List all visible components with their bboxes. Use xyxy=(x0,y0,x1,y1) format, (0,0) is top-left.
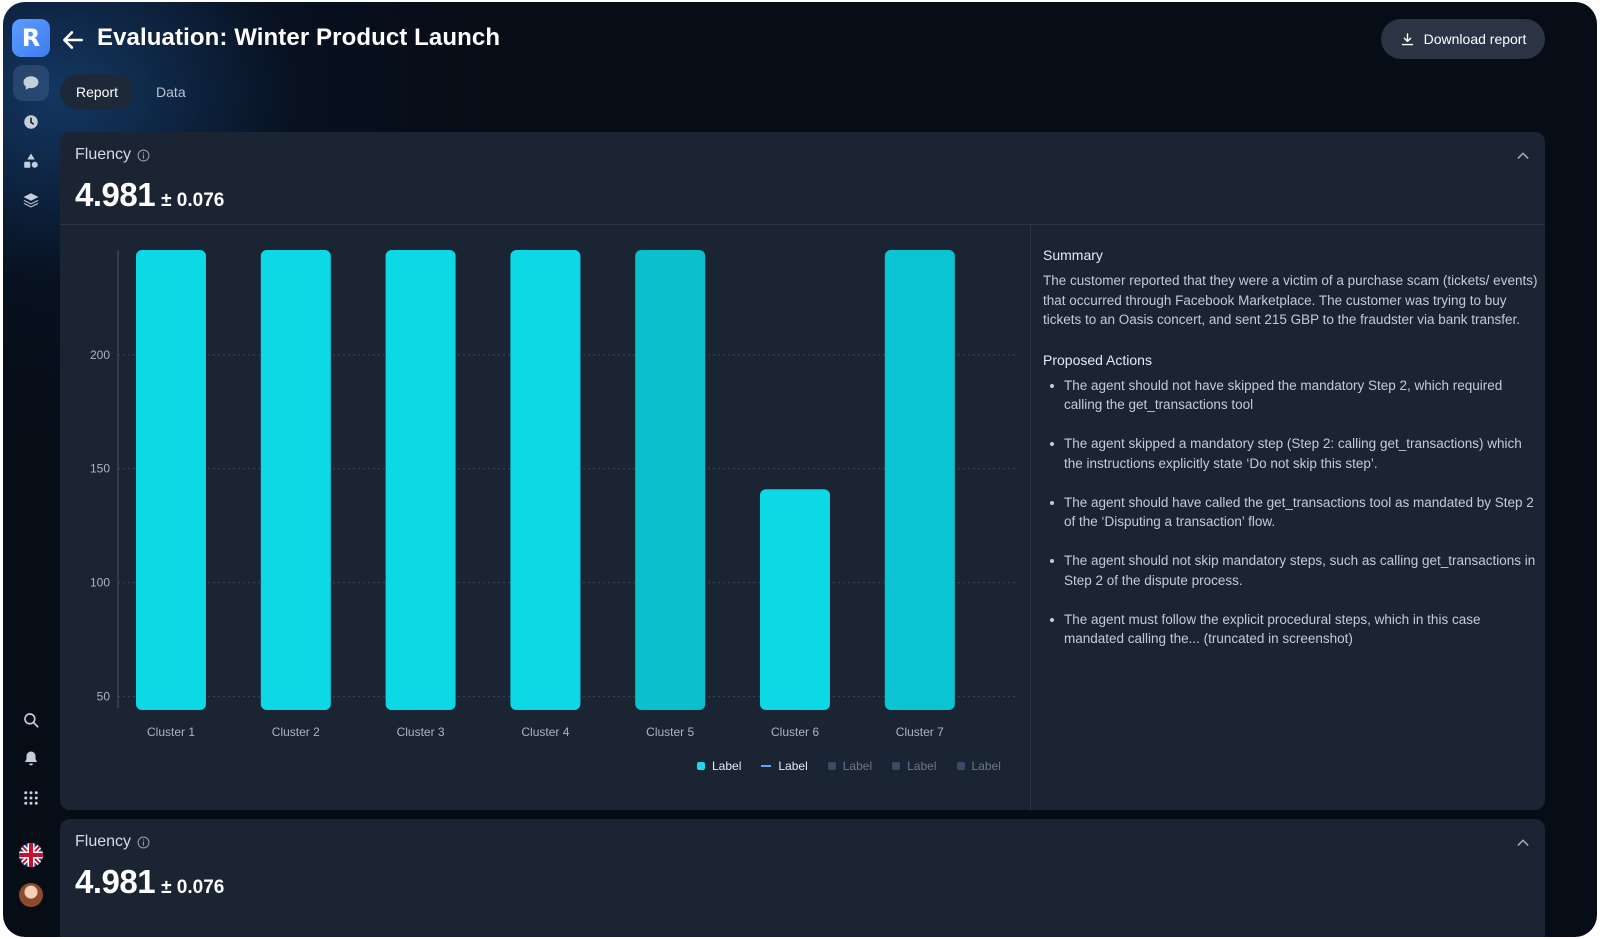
tab-bar: Report Data xyxy=(60,74,202,110)
chat-icon[interactable] xyxy=(13,65,49,101)
bar-cluster-7[interactable] xyxy=(884,250,955,710)
app-window: R xyxy=(3,2,1597,937)
legend-swatch xyxy=(956,762,965,770)
avatar[interactable] xyxy=(19,883,43,907)
shapes-icon[interactable] xyxy=(13,143,49,179)
legend-label: Label xyxy=(712,759,742,773)
info-icon[interactable] xyxy=(137,149,150,162)
legend-item[interactable]: Label xyxy=(697,759,741,773)
page-title: Evaluation: Winter Product Launch xyxy=(97,24,501,51)
uk-flag-icon[interactable] xyxy=(19,843,43,867)
back-arrow-icon[interactable] xyxy=(60,27,86,53)
legend-item[interactable]: Label xyxy=(761,759,808,773)
y-tick-label: 200 xyxy=(90,348,110,362)
metric-name: Fluency xyxy=(75,833,132,850)
legend-label: Label xyxy=(907,759,937,773)
legend-label: Label xyxy=(778,759,808,773)
collapse-chevron-icon[interactable] xyxy=(1515,148,1531,164)
summary-title: Summary xyxy=(1043,247,1103,263)
metric-deviation: ± 0.076 xyxy=(161,190,225,211)
legend-swatch xyxy=(892,762,901,770)
summary-panel: Summary The customer reported that they … xyxy=(1043,247,1538,668)
metric-value: 4.981 xyxy=(75,863,156,900)
legend-label: Label xyxy=(842,759,873,773)
download-icon xyxy=(1401,32,1413,45)
y-tick-label: 100 xyxy=(90,576,110,590)
layers-icon[interactable] xyxy=(13,182,49,218)
tab-data[interactable]: Data xyxy=(156,84,186,100)
metric-card-header[interactable]: Fluency 4.981 ± 0.076 xyxy=(60,819,1545,912)
list-item: The agent should not skip mandatory step… xyxy=(1043,551,1538,590)
bar-cluster-1[interactable] xyxy=(136,250,206,710)
tab-report[interactable]: Report xyxy=(60,74,135,110)
download-report-button[interactable]: Download report xyxy=(1381,19,1545,59)
collapse-chevron-icon[interactable] xyxy=(1515,835,1531,851)
sidebar: R xyxy=(3,2,61,937)
history-icon[interactable] xyxy=(13,104,49,140)
info-icon[interactable] xyxy=(137,836,150,849)
bell-icon[interactable] xyxy=(13,741,49,777)
legend-item[interactable]: Label xyxy=(892,759,937,773)
bar-cluster-3[interactable] xyxy=(385,250,456,710)
chart-legend: Label Label Label Label Label xyxy=(697,759,1001,773)
x-tick-label: Cluster 5 xyxy=(646,725,694,739)
list-item: The agent skipped a mandatory step (Step… xyxy=(1043,434,1538,473)
x-tick-label: Cluster 4 xyxy=(521,725,569,739)
metric-value: 4.981 xyxy=(75,176,156,213)
bar-cluster-2[interactable] xyxy=(260,250,331,710)
proposed-actions-title: Proposed Actions xyxy=(1043,351,1152,368)
x-tick-label: Cluster 2 xyxy=(272,725,320,739)
metric-card-fluency: Fluency 4.981 ± 0.076 50 100 150 200 Cluster… xyxy=(60,132,1545,810)
legend-item[interactable]: Label xyxy=(956,759,1001,773)
bar-cluster-6[interactable] xyxy=(760,489,830,710)
legend-item[interactable]: Label xyxy=(827,759,873,773)
metric-name: Fluency xyxy=(75,146,132,163)
list-item: The agent should not have skipped the ma… xyxy=(1043,376,1538,415)
list-item: The agent must follow the explicit proce… xyxy=(1043,610,1538,649)
bar-chart: 50 100 150 200 Cluster 1 Cluster 2 Cluster 3 Cl… xyxy=(60,225,1031,810)
summary-text: The customer reported that they were a v… xyxy=(1043,273,1538,327)
legend-label: Label xyxy=(971,759,1001,773)
x-tick-label: Cluster 6 xyxy=(771,725,819,739)
x-tick-label: Cluster 7 xyxy=(896,725,944,739)
search-icon[interactable] xyxy=(13,702,49,738)
x-tick-label: Cluster 1 xyxy=(147,725,195,739)
legend-swatch xyxy=(827,762,836,770)
x-tick-label: Cluster 3 xyxy=(397,725,445,739)
metric-deviation: ± 0.076 xyxy=(161,877,225,898)
y-tick-label: 50 xyxy=(97,690,111,704)
y-tick-label: 150 xyxy=(90,462,110,476)
bar-cluster-5[interactable] xyxy=(635,250,706,710)
metric-card-fluency-2: Fluency 4.981 ± 0.076 xyxy=(60,819,1545,937)
bar-cluster-4[interactable] xyxy=(510,250,581,710)
proposed-actions-list: The agent should not have skipped the ma… xyxy=(1043,376,1538,649)
legend-swatch xyxy=(761,765,772,767)
apps-grid-icon[interactable] xyxy=(13,780,49,816)
metric-card-header[interactable]: Fluency 4.981 ± 0.076 xyxy=(60,132,1545,225)
list-item: The agent should have called the get_tra… xyxy=(1043,493,1538,532)
legend-swatch xyxy=(697,762,705,770)
bar-chart-svg: 50 100 150 200 Cluster 1 Cluster 2 Cluster 3 Cl… xyxy=(90,250,1018,739)
download-report-label: Download report xyxy=(1423,31,1527,47)
app-logo[interactable]: R xyxy=(12,19,50,57)
